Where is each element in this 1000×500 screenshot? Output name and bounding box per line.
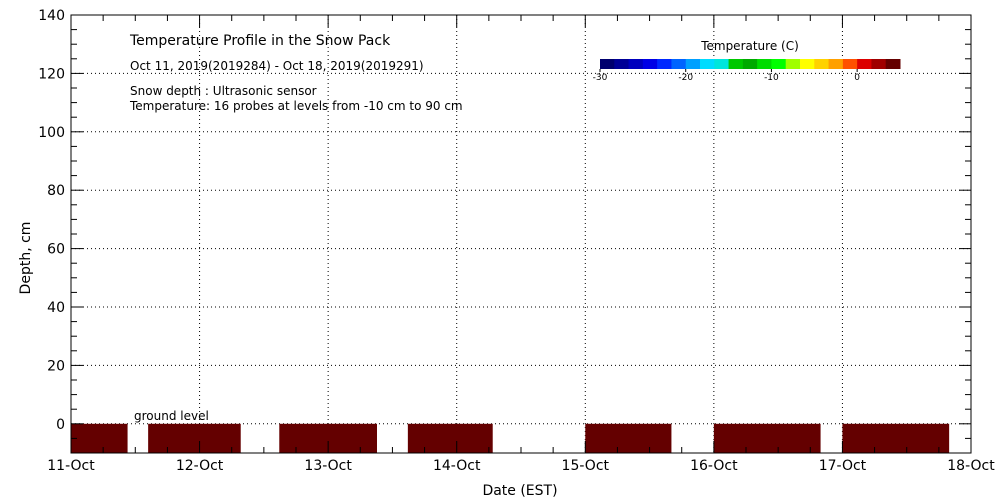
y-tick-label: 140: [38, 8, 65, 24]
y-tick-label: 120: [38, 66, 65, 82]
colorbar-swatch: [700, 59, 715, 69]
colorbar-swatch: [657, 59, 672, 69]
temperature-colorbar: [600, 59, 901, 69]
colorbar-swatch: [885, 59, 901, 69]
colorbar-title: Temperature (C): [700, 39, 799, 53]
x-tick-label: 11-Oct: [47, 458, 95, 474]
temperature-bands: [71, 423, 950, 453]
y-tick-labels: 0 20 40 60 80 100 120 140: [38, 8, 65, 433]
colorbar-tick-label: -30: [593, 73, 608, 83]
colorbar-swatch: [814, 59, 830, 69]
y-tick-label: 80: [47, 183, 65, 199]
temperature-band: [713, 423, 821, 453]
y-tick-label: 40: [47, 300, 65, 316]
temperature-band: [407, 423, 493, 453]
x-tick-label: 15-Oct: [562, 458, 610, 474]
temperature-band: [71, 423, 128, 453]
note-snow-depth: Snow depth : Ultrasonic sensor: [130, 84, 317, 98]
x-tick-label: 18-Oct: [947, 458, 995, 474]
colorbar-labels: -30 -20 -10 0: [593, 69, 860, 83]
x-tick-label: 14-Oct: [433, 458, 481, 474]
colorbar-swatch: [628, 59, 644, 69]
note-temperature-probes: Temperature: 16 probes at levels from -1…: [129, 99, 463, 113]
colorbar-swatch: [614, 59, 630, 69]
y-tick-label: 100: [38, 125, 65, 141]
colorbar-swatch: [828, 59, 844, 69]
x-axis-title: Date (EST): [482, 483, 557, 499]
colorbar-swatch: [842, 59, 858, 69]
chart-title: Temperature Profile in the Snow Pack: [129, 33, 391, 49]
y-tick-label: 0: [56, 417, 65, 433]
colorbar-swatch: [728, 59, 744, 69]
colorbar-swatch: [800, 59, 815, 69]
y-tick-label: 60: [47, 242, 65, 258]
colorbar-swatch: [714, 59, 730, 69]
chart-date-range: Oct 11, 2019(2019284) - Oct 18, 2019(201…: [130, 59, 424, 73]
x-tick-label: 17-Oct: [819, 458, 867, 474]
y-axis-title: Depth, cm: [18, 222, 34, 295]
colorbar-swatch: [857, 59, 872, 69]
y-tick-label: 20: [47, 358, 65, 374]
x-tick-label: 13-Oct: [304, 458, 352, 474]
colorbar-swatch: [785, 59, 801, 69]
colorbar-swatch: [742, 59, 758, 69]
x-tick-label: 16-Oct: [690, 458, 738, 474]
colorbar-swatch: [671, 59, 687, 69]
colorbar-tick-label: -20: [678, 73, 693, 83]
colorbar-swatch: [600, 59, 615, 69]
x-tick-labels: 11-Oct 12-Oct 13-Oct 14-Oct 15-Oct 16-Oct 17-O…: [47, 458, 995, 474]
colorbar-swatch: [642, 59, 658, 69]
x-tick-label: 12-Oct: [176, 458, 224, 474]
colorbar-swatch: [757, 59, 772, 69]
colorbar-tick-label: -10: [764, 73, 779, 83]
plot-frame: [70, 14, 972, 454]
colorbar-tick-label: 0: [854, 73, 860, 83]
colorbar-swatch: [871, 59, 887, 69]
colorbar-swatch: [685, 59, 701, 69]
temperature-band: [842, 423, 950, 453]
colorbar-swatch: [771, 59, 787, 69]
axis-ticks: [70, 14, 972, 454]
ground-level-label: ground level: [134, 409, 209, 423]
temperature-band: [585, 423, 672, 453]
grid-lines: [71, 15, 971, 453]
temperature-band: [148, 423, 241, 453]
